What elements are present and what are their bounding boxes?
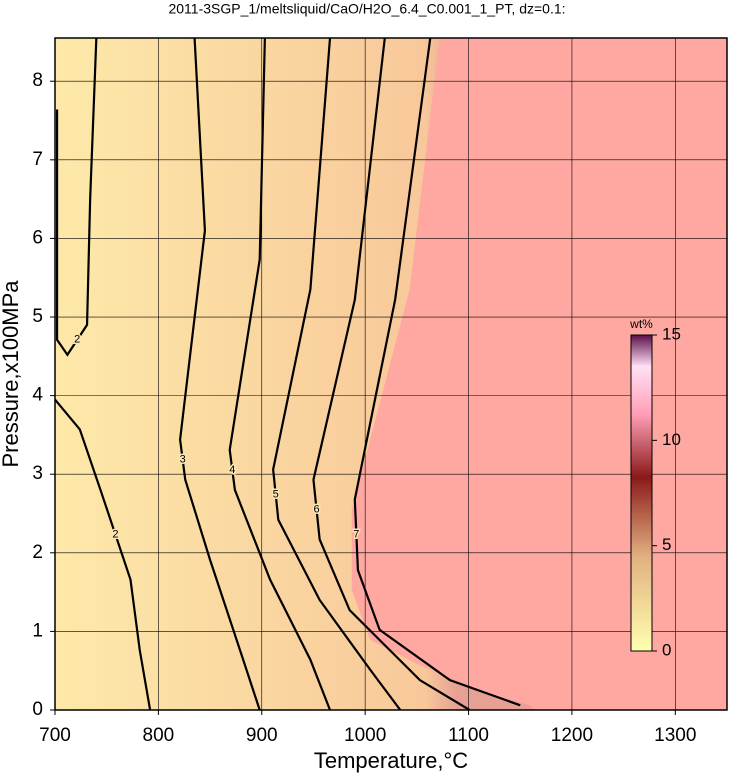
x-tick-label: 1000: [344, 725, 386, 746]
y-tick-label: 3: [32, 463, 43, 484]
contour-label: 3: [180, 454, 186, 466]
x-tick-label: 1300: [654, 725, 696, 746]
y-tick-label: 6: [32, 227, 43, 248]
contour-line: [55, 38, 98, 357]
y-tick-label: 4: [32, 385, 43, 406]
contour-line: [178, 38, 261, 710]
contour-label: 5: [273, 489, 279, 501]
colorbar-tick-label: 5: [662, 535, 671, 554]
x-tick-label: 1200: [551, 725, 593, 746]
contour-line: [55, 398, 152, 710]
contour-label: 2: [74, 334, 80, 346]
y-tick-label: 1: [32, 620, 43, 641]
plot-frame: [54, 37, 728, 711]
x-tick-label: 900: [246, 725, 278, 746]
colorbar-tick-label: 10: [662, 430, 681, 449]
colorbar: [630, 334, 653, 652]
colorbar-label: wt%: [629, 317, 653, 331]
x-tick-label: 800: [143, 725, 175, 746]
y-tick-label: 7: [32, 149, 43, 170]
y-axis-label: Pressure,x100MPa: [0, 280, 23, 468]
y-tick-label: 8: [32, 70, 43, 91]
x-tick-label: 700: [39, 725, 71, 746]
contour-label: 6: [314, 503, 320, 515]
contour-line: [353, 38, 521, 707]
contour-line: [312, 38, 471, 710]
colorbar-tick-label: 0: [662, 640, 671, 659]
contour-label: 2: [112, 529, 118, 541]
x-axis-label: Temperature,°C: [314, 748, 468, 773]
y-tick-label: 5: [32, 306, 43, 327]
y-tick-label: 0: [32, 699, 43, 720]
colorbar-tick-label: 15: [662, 324, 681, 343]
chart-title: 2011-3SGP_1/meltsliquid/CaO/H2O_6.4_C0.0…: [168, 1, 565, 17]
x-tick-label: 1100: [448, 725, 489, 746]
contour-label: 4: [229, 464, 235, 476]
contour-line: [228, 38, 332, 710]
contour-line: [272, 38, 402, 710]
y-tick-label: 2: [32, 542, 43, 563]
contour-label: 7: [353, 529, 359, 541]
